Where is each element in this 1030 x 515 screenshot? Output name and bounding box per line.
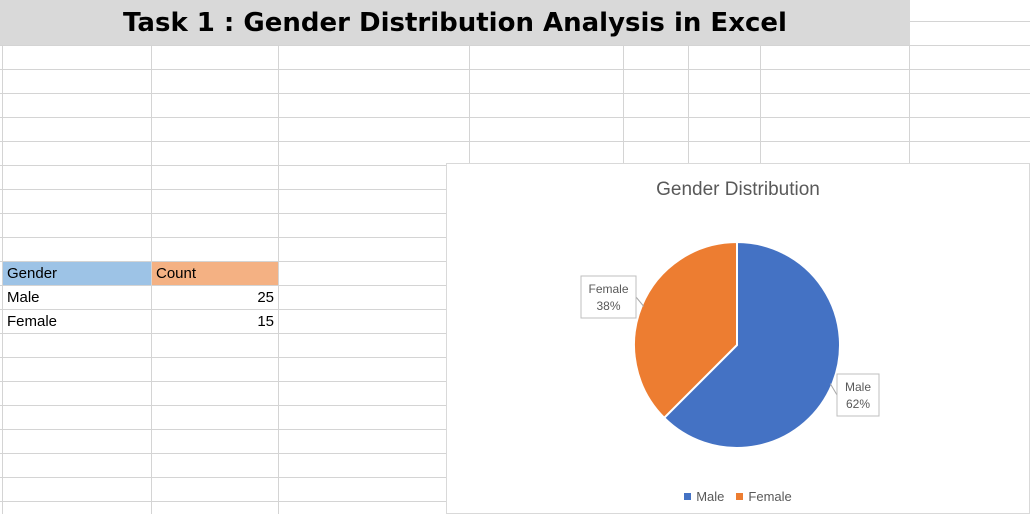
data-label-name-male: Male	[845, 380, 871, 394]
legend-label-male: Male	[696, 489, 725, 504]
table-header-count[interactable]: Count	[152, 262, 278, 285]
data-label-name-female: Female	[588, 282, 628, 296]
legend-swatch-female	[736, 493, 744, 500]
sheet-title-cell[interactable]: Task 1 : Gender Distribution Analysis in…	[0, 0, 910, 45]
data-label-percent-female: 38%	[596, 299, 620, 313]
pie-slice-female[interactable]	[633, 240, 738, 420]
pie-chart[interactable]: Gender Distribution Male 62% Female 38% Mal…	[446, 163, 1030, 514]
chart-title: Gender Distribution	[656, 179, 820, 200]
legend-swatch-male	[684, 493, 692, 500]
table-cell-gender-male[interactable]: Male	[7, 289, 40, 306]
data-label-male: Male 62%	[829, 373, 880, 417]
legend-item-male: Male	[684, 489, 724, 504]
table-cell-count-female[interactable]: 15	[257, 313, 274, 330]
legend-label-female: Female	[748, 489, 792, 504]
table-cell-gender-female[interactable]: Female	[7, 313, 58, 330]
chart-legend: Male Female	[447, 489, 1029, 504]
table-header-gender[interactable]: Gender	[3, 262, 151, 285]
table-cell-count-male[interactable]: 25	[257, 289, 274, 306]
pie-plot-area: Male 62% Female 38%	[580, 240, 880, 449]
legend-item-female: Female	[736, 489, 792, 504]
sheet-title: Task 1 : Gender Distribution Analysis in…	[123, 7, 787, 38]
data-label-female: Female 38%	[580, 275, 645, 319]
pie-slice-male[interactable]	[662, 240, 841, 449]
data-label-percent-male: 62%	[846, 397, 870, 411]
